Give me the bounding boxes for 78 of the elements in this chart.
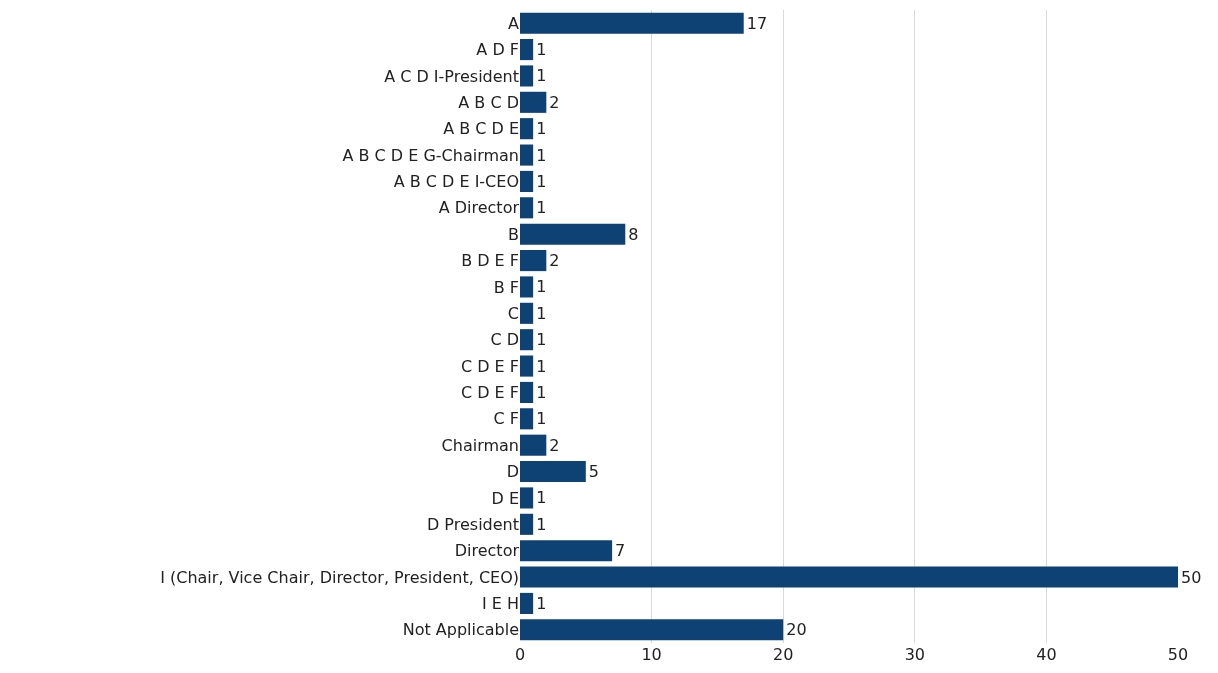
- bar: [520, 513, 534, 535]
- bar: [520, 170, 534, 192]
- data-label: 2: [549, 92, 560, 112]
- y-tick-label: D: [506, 462, 519, 482]
- y-tick-label: C: [507, 303, 519, 323]
- y-tick-label: C D E F: [460, 356, 519, 376]
- bar: [520, 408, 534, 430]
- data-label: 20: [786, 620, 807, 640]
- data-label: 1: [536, 593, 547, 613]
- bar: [520, 592, 534, 614]
- bar: [520, 118, 534, 140]
- x-tick-label: 30: [904, 645, 925, 664]
- data-label: 2: [549, 251, 560, 271]
- y-tick-label: I E H: [481, 594, 519, 614]
- data-label: 1: [536, 356, 547, 376]
- y-tick-label: A B C D E: [443, 119, 519, 139]
- y-tick-label: A B C D: [458, 92, 519, 112]
- data-label: 50: [1181, 567, 1202, 587]
- data-label: 1: [536, 198, 547, 218]
- data-label: 1: [536, 382, 547, 402]
- bar: [520, 223, 626, 245]
- bar: [520, 355, 534, 377]
- data-label: 1: [536, 303, 547, 323]
- data-label: 1: [536, 409, 547, 429]
- bar: [520, 276, 534, 298]
- x-tick-label: 50: [1167, 645, 1189, 664]
- bar: [520, 250, 547, 272]
- bar: [520, 91, 547, 113]
- bar: [520, 144, 534, 166]
- bar: [520, 540, 613, 562]
- bar: [520, 39, 534, 61]
- x-tick-label: 20: [773, 645, 794, 664]
- data-label: 1: [536, 66, 547, 86]
- bar: [520, 487, 534, 509]
- x-tick-label: 10: [641, 645, 662, 664]
- data-label: 1: [536, 145, 547, 165]
- bar: [520, 461, 586, 483]
- y-tick-label: A Director: [438, 198, 520, 218]
- y-tick-label: D President: [426, 514, 519, 534]
- y-tick-label: D E: [491, 488, 519, 508]
- y-tick-label: C D: [490, 330, 519, 350]
- data-label: 1: [536, 514, 547, 534]
- data-label: 2: [549, 435, 560, 455]
- y-tick-label: A D F: [476, 40, 519, 60]
- y-tick-label: A C D I-President: [384, 66, 519, 86]
- data-label: 17: [746, 13, 768, 33]
- bar: [520, 65, 534, 87]
- data-label: 1: [536, 330, 547, 350]
- y-tick-label: I (Chair, Vice Chair, Director, President, CEO): [160, 567, 519, 587]
- bar: [520, 12, 744, 34]
- data-label: 1: [536, 119, 547, 139]
- bar: [520, 302, 534, 324]
- data-label: 5: [588, 462, 599, 482]
- y-tick-label: B D E F: [461, 251, 519, 271]
- y-tick-label: A B C D E I-CEO: [393, 172, 519, 192]
- data-label: 1: [536, 40, 547, 60]
- bar: [520, 434, 547, 456]
- bar: [520, 566, 1178, 588]
- data-label: 8: [628, 224, 639, 244]
- x-tick-label: 0: [514, 645, 526, 664]
- bar: [520, 619, 784, 641]
- y-tick-label: C D E F: [460, 383, 519, 403]
- bar: [520, 329, 534, 351]
- y-tick-label: C F: [493, 409, 519, 429]
- y-tick-label: Chairman: [441, 435, 519, 455]
- data-label: 7: [615, 541, 626, 561]
- y-tick-label: Not Applicable: [402, 620, 519, 640]
- y-tick-label: B: [508, 224, 519, 244]
- bar: [520, 197, 534, 219]
- x-tick-label: 40: [1036, 645, 1057, 664]
- data-label: 1: [536, 277, 547, 297]
- y-tick-label: Director: [454, 541, 520, 561]
- data-label: 1: [536, 488, 547, 508]
- data-label: 1: [536, 171, 547, 191]
- y-tick-label: B F: [493, 277, 519, 297]
- y-tick-label: A: [508, 13, 520, 33]
- y-tick-label: A B C D E G-Chairman: [342, 145, 519, 165]
- bar: [520, 381, 534, 403]
